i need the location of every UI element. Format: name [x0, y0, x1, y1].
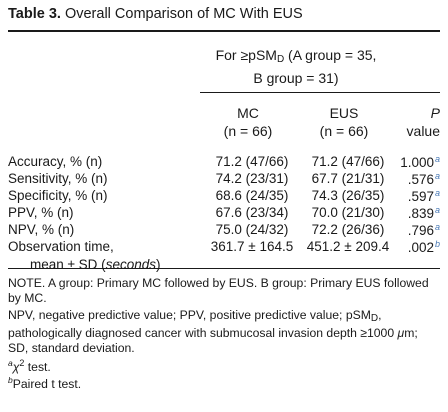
group-header-line1: For ≥pSMD (A group = 35, — [200, 46, 392, 69]
group-header-rule — [200, 92, 440, 93]
row-eus-value: 72.2 (26/36) — [311, 222, 385, 237]
footnote-b-text: Paired t test. — [12, 377, 82, 391]
row-label: Sensitivity, % (n) — [8, 171, 108, 186]
row-eus-value: 74.3 (26/35) — [311, 188, 385, 203]
row-label: NPV, % (n) — [8, 222, 75, 237]
row-p-number: 1.000 — [400, 155, 434, 170]
column-eus-n: (n = 66) — [319, 123, 369, 139]
abbreviations-part3: m; SD, standard deviation. — [8, 326, 418, 355]
row-footnote-mark: a — [434, 154, 440, 164]
group-header-prefix: For ≥pSM — [215, 47, 277, 63]
row-eus-value: 71.2 (47/66) — [311, 154, 385, 169]
row-eus-value: 451.2 ± 209.4 — [306, 239, 390, 254]
group-header-suffix: (A group = 35, — [284, 47, 377, 63]
table-row: PPV, % (n) 67.6 (23/34) 70.0 (21/30) .83… — [8, 205, 440, 223]
top-rule — [8, 30, 440, 32]
abbreviations-note: NPV, negative predictive value; PPV, pos… — [8, 308, 440, 356]
group-header: For ≥pSMD (A group = 35, B group = 31) — [200, 46, 392, 87]
table-row: Specificity, % (n) 68.6 (24/35) 74.3 (26… — [8, 188, 440, 206]
group-header-line2: B group = 31) — [253, 70, 339, 86]
row-p-value: .597a — [392, 188, 440, 204]
row-label: PPV, % (n) — [8, 205, 74, 220]
row-p-number: .597 — [407, 189, 434, 204]
column-header-mc: MC (n = 66) — [200, 104, 296, 140]
row-p-value: .576a — [392, 171, 440, 187]
footnote-a-square: 2 — [19, 358, 25, 368]
abbreviations-part2: , pathologically diagnosed cancer with s… — [8, 308, 398, 340]
row-label-line2-unit: seconds — [105, 257, 156, 272]
bottom-rule — [8, 268, 440, 270]
row-label-line2-suffix: ) — [155, 257, 161, 272]
row-mc-value: 67.6 (23/34) — [215, 205, 289, 220]
row-mc-value: 71.2 (47/66) — [215, 154, 289, 169]
row-p-number: .839 — [407, 206, 434, 221]
column-eus-name: EUS — [329, 105, 359, 121]
abbreviations-mu: μ — [397, 326, 405, 340]
row-mc-value: 68.6 (24/35) — [215, 188, 289, 203]
table-title-label: Table 3. — [8, 6, 61, 22]
row-p-number: .576 — [407, 172, 434, 187]
row-footnote-mark: a — [434, 188, 440, 198]
row-p-value: .002b — [392, 239, 440, 255]
row-p-value: 1.000a — [392, 154, 440, 170]
footnote-a-text: test. — [24, 360, 51, 374]
abbreviations-subscript: D — [370, 313, 379, 324]
row-label: Accuracy, % (n) — [8, 154, 103, 169]
row-label-line2-prefix: mean ± SD ( — [30, 257, 106, 272]
row-label: Observation time, — [8, 239, 114, 254]
column-mc-n: (n = 66) — [223, 123, 273, 139]
row-footnote-mark: b — [434, 239, 440, 249]
column-mc-name: MC — [237, 105, 259, 121]
table-row: NPV, % (n) 75.0 (24/32) 72.2 (26/36) .79… — [8, 222, 440, 240]
footnote-b-mark: b — [8, 375, 13, 385]
table-row: Accuracy, % (n) 71.2 (47/66) 71.2 (47/66… — [8, 154, 440, 172]
table-note: NOTE. A group: Primary MC followed by EU… — [8, 276, 429, 305]
row-p-number: .796 — [407, 223, 434, 238]
column-header-eus: EUS (n = 66) — [296, 104, 392, 140]
row-eus-value: 67.7 (21/31) — [311, 171, 385, 186]
row-mc-value: 361.7 ± 164.5 — [210, 239, 294, 254]
row-mc-value: 74.2 (23/31) — [215, 171, 289, 186]
footnote-a-chi: χ — [12, 360, 20, 374]
group-header-subscript: D — [276, 54, 285, 65]
abbreviations-part1: NPV, negative predictive value; PPV, pos… — [8, 308, 371, 322]
row-mc-value: 75.0 (24/32) — [215, 222, 289, 237]
table-row: Sensitivity, % (n) 74.2 (23/31) 67.7 (21… — [8, 171, 440, 189]
row-label-line2: mean ± SD (seconds) — [30, 257, 160, 272]
row-p-value: .839a — [392, 205, 440, 221]
row-footnote-mark: a — [434, 222, 440, 232]
table-title: Table 3. Overall Comparison of MC With E… — [8, 6, 303, 22]
footnote-a: aχ2 test. — [8, 356, 440, 375]
footnote-b: bPaired t test. — [8, 373, 440, 392]
row-p-value: .796a — [392, 222, 440, 238]
row-label: Specificity, % (n) — [8, 188, 108, 203]
column-header-p: P value — [392, 104, 440, 140]
column-p-sub: value — [406, 123, 440, 139]
row-footnote-mark: a — [434, 205, 440, 215]
row-eus-value: 70.0 (21/30) — [311, 205, 385, 220]
table-title-text: Overall Comparison of MC With EUS — [64, 6, 303, 22]
row-footnote-mark: a — [434, 171, 440, 181]
table-row: Observation time, mean ± SD (seconds) 36… — [8, 239, 440, 275]
column-p-name: P — [430, 105, 440, 121]
footnote-a-mark: a — [8, 358, 13, 368]
row-p-number: .002 — [407, 240, 434, 255]
